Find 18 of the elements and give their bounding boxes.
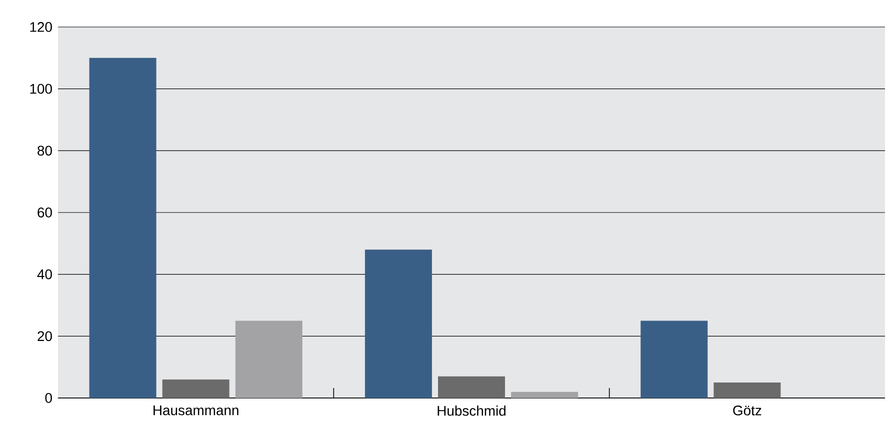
y-tick-label: 20: [38, 331, 52, 342]
bar: [640, 320, 708, 398]
x-tick-label: Hubschmid: [438, 406, 506, 416]
bar: [364, 250, 432, 398]
bar: [162, 379, 230, 398]
bar: [511, 392, 578, 398]
y-tick-label: 100: [30, 84, 52, 94]
bar: [235, 320, 302, 398]
y-tick-label: 80: [38, 146, 52, 156]
x-tick-label: Hausammann: [154, 406, 238, 416]
y-tick-label: 0: [45, 393, 52, 403]
y-tick-label: 120: [30, 22, 52, 32]
y-tick-label: 40: [37, 269, 52, 280]
bar: [438, 376, 505, 398]
bar: [89, 58, 156, 398]
bar: [714, 382, 781, 398]
y-tick-label: 60: [38, 208, 52, 218]
x-tick-label: Götz: [733, 406, 762, 416]
